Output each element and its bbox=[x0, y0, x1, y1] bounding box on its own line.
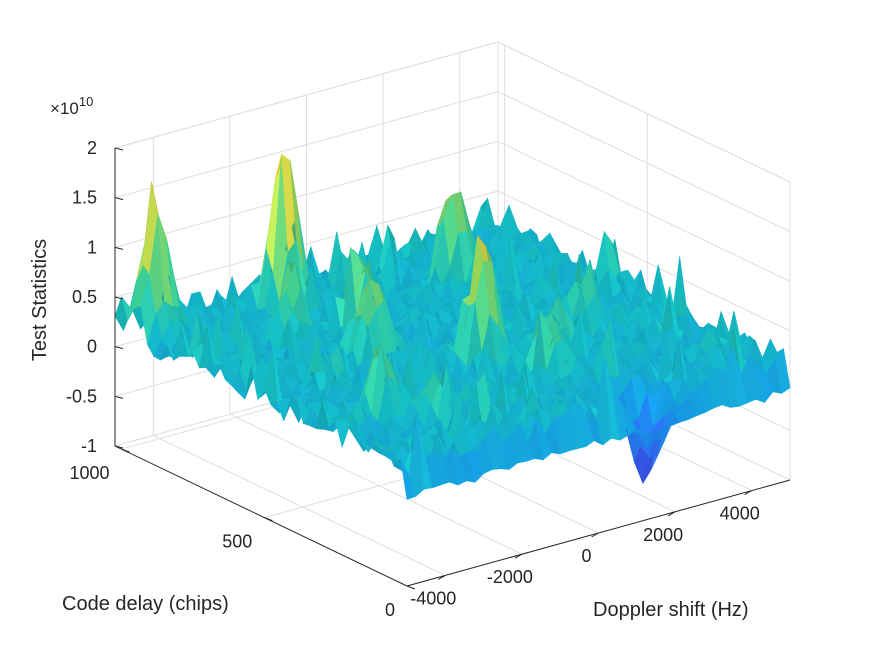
grid-line bbox=[497, 190, 791, 332]
grid-line bbox=[497, 91, 791, 233]
x-tick-label: -4000 bbox=[410, 588, 456, 608]
z-tick bbox=[114, 246, 124, 250]
grid-line bbox=[229, 413, 523, 555]
z-multiplier: ×1010 bbox=[50, 94, 93, 118]
z-tick-label: 1.5 bbox=[72, 188, 97, 208]
grid-line bbox=[497, 41, 791, 183]
grid-line bbox=[114, 140, 499, 248]
x-tick bbox=[438, 574, 446, 580]
z-tick-label: 0.5 bbox=[72, 287, 97, 307]
z-tick bbox=[114, 395, 124, 399]
z-tick-label: -0.5 bbox=[66, 386, 97, 406]
x-axis-label: Doppler shift (Hz) bbox=[593, 599, 749, 621]
x-tick bbox=[514, 553, 523, 559]
y-tick bbox=[121, 448, 130, 453]
z-tick bbox=[114, 445, 124, 449]
surface-cell bbox=[774, 348, 791, 394]
y-axis-label: Code delay (chips) bbox=[62, 593, 229, 615]
y-tick-label: 500 bbox=[222, 532, 252, 552]
z-tick-label: -1 bbox=[81, 436, 97, 456]
x-tick-label: 0 bbox=[581, 546, 591, 566]
x-tick bbox=[591, 532, 599, 538]
x-tick-label: 4000 bbox=[720, 504, 760, 524]
grid-line bbox=[153, 434, 446, 576]
axis-line bbox=[114, 445, 408, 587]
grid-line bbox=[114, 190, 499, 298]
grid-line bbox=[497, 140, 791, 282]
z-tick bbox=[114, 346, 124, 350]
y-tick-label: 0 bbox=[385, 600, 395, 620]
y-tick-label: 1000 bbox=[70, 463, 110, 483]
z-tick-label: 1 bbox=[87, 237, 97, 257]
x-tick-label: 2000 bbox=[643, 525, 683, 545]
z-axis-label: Test Statistics bbox=[29, 239, 51, 361]
x-tick-label: -2000 bbox=[487, 567, 533, 587]
z-tick bbox=[114, 197, 124, 201]
tick-labels: -4000 -2000 0 2000 4000 0 500 1000 -1 -0.5 0 0.5 1 1.… bbox=[66, 138, 760, 620]
z-tick bbox=[114, 147, 124, 151]
axes-lines bbox=[114, 147, 791, 590]
surface-plot bbox=[114, 153, 791, 500]
x-tick bbox=[667, 511, 676, 517]
z-tick-label: 2 bbox=[87, 138, 97, 158]
x-tick bbox=[744, 490, 752, 496]
y-tick bbox=[264, 517, 273, 522]
z-tick-label: 0 bbox=[87, 337, 97, 357]
y-tick bbox=[406, 585, 416, 590]
grid-line bbox=[114, 41, 499, 149]
z-tick bbox=[114, 296, 124, 300]
grid-line bbox=[114, 91, 499, 199]
